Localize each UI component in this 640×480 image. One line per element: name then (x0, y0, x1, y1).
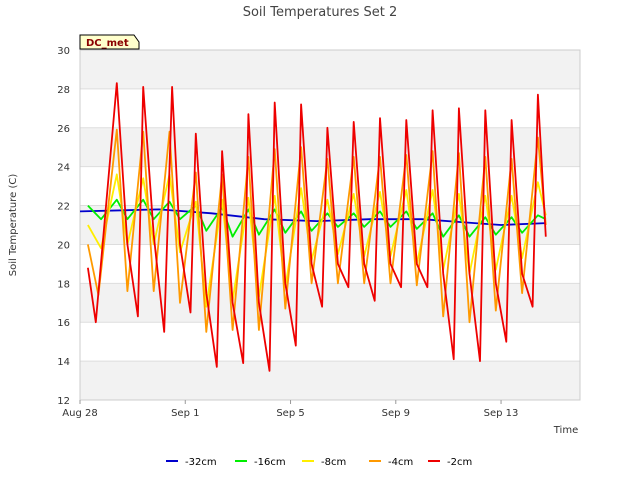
grid-band (80, 283, 580, 323)
plot-area (79, 49, 581, 401)
y-tick-label: 24 (57, 163, 70, 174)
chart-title: Soil Temperatures Set 2 (243, 5, 398, 20)
legend-label: -2cm (447, 457, 472, 468)
series-line-minus-8cm (87, 173, 547, 308)
y-tick-label: 16 (57, 318, 70, 329)
y-tick-label: 12 (57, 396, 70, 407)
x-tick-label: Sep 1 (171, 408, 199, 419)
x-tick-label: Aug 28 (62, 408, 97, 419)
y-axis-title: Soil Temperature (C) (8, 174, 19, 277)
series-line-minus-2cm (87, 82, 547, 372)
grid-band (80, 361, 580, 400)
site-tag-label: DC_met (86, 38, 129, 49)
x-tick-label: Sep 9 (382, 408, 410, 419)
site-tag-box (79, 34, 140, 50)
legend-label: -16cm (254, 457, 286, 468)
legend-label: -32cm (185, 457, 217, 468)
series-group (79, 82, 547, 372)
x-tick-label: Sep 13 (484, 408, 519, 419)
y-tick-label: 28 (57, 85, 70, 96)
x-axis: Aug 28 Sep 1 Sep 5 Sep 9 Sep 13 (62, 400, 518, 419)
site-tag: DC_met (79, 34, 140, 50)
x-axis-title: Time (553, 425, 578, 436)
x-tick-label: Sep 5 (276, 408, 304, 419)
legend-label: -4cm (388, 457, 413, 468)
grid-band (80, 50, 580, 89)
y-tick-label: 30 (57, 46, 70, 57)
y-tick-label: 22 (57, 202, 70, 213)
y-axis: 12 14 16 18 20 22 24 26 28 30 (57, 46, 70, 407)
y-tick-label: 26 (57, 124, 70, 135)
y-tick-label: 20 (57, 240, 70, 251)
series-line-minus-32cm (79, 208, 546, 226)
legend-label: -8cm (321, 457, 346, 468)
y-tick-label: 18 (57, 279, 70, 290)
legend: -32cm -16cm -8cm -4cm -2cm (166, 457, 472, 468)
plot-border (79, 49, 581, 401)
y-tick-label: 14 (57, 357, 70, 368)
